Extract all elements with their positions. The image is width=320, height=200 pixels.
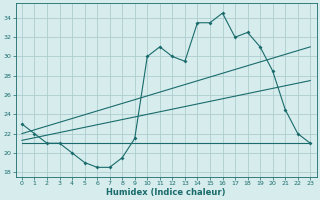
X-axis label: Humidex (Indice chaleur): Humidex (Indice chaleur) [106,188,226,197]
